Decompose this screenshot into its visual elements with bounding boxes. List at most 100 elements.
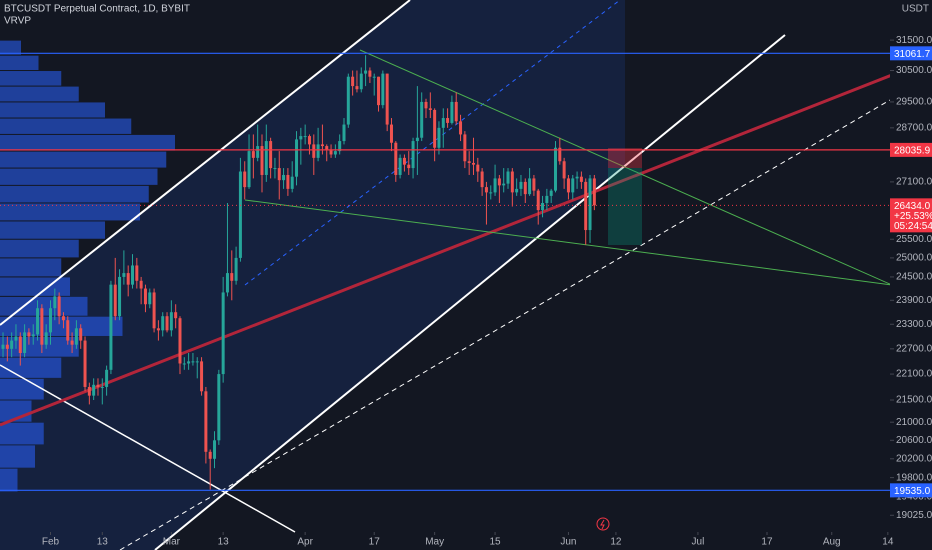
volume-bar: [0, 185, 149, 203]
candle-body: [131, 265, 135, 285]
candle-body: [450, 101, 454, 123]
candle-body: [118, 276, 122, 317]
candle-body: [553, 147, 557, 191]
price-axis: 31500.0 30500.0 29500.0 28700.0 27100.0 25500…: [890, 0, 932, 550]
volume-bar: [0, 258, 62, 277]
candle-body: [441, 118, 445, 128]
candle-body: [454, 101, 458, 122]
candle-body: [346, 76, 350, 125]
x-tick-label: 13: [218, 537, 230, 548]
candles: [1, 55, 596, 490]
candle-body: [307, 136, 311, 145]
candle-body: [562, 161, 566, 179]
y-tick-label: 20200.0: [896, 453, 932, 464]
candle-body: [489, 192, 493, 194]
descending-line: [0, 364, 296, 533]
candle-body: [44, 332, 48, 345]
candle-body: [83, 340, 87, 387]
candle-body: [152, 292, 156, 329]
candle-body: [221, 292, 225, 375]
event-icon[interactable]: [596, 517, 610, 531]
candle-body: [295, 139, 299, 177]
price-marker: [890, 483, 932, 498]
candle-body: [57, 296, 61, 317]
volume-bar: [0, 134, 175, 151]
candle-body: [204, 391, 208, 452]
volume-bar: [0, 316, 123, 336]
candle-body: [79, 328, 83, 341]
candle-body: [515, 188, 519, 193]
candle-body: [532, 178, 536, 191]
x-tick-label: 15: [490, 537, 502, 548]
candle-body: [148, 292, 152, 305]
candle-body: [579, 176, 583, 182]
candle-body: [592, 178, 596, 206]
candle-body: [126, 273, 130, 285]
channel-fill: [0, 0, 625, 550]
candle-body: [364, 70, 368, 74]
candle-body: [545, 195, 549, 203]
position-stop: [608, 148, 642, 168]
candle-body: [320, 144, 324, 147]
last-price-marker: [890, 198, 932, 233]
y-tick-label: 27100.0: [896, 177, 932, 188]
candle-body: [359, 73, 363, 90]
candle-body: [541, 202, 545, 211]
x-tick-label: Mar: [163, 537, 181, 548]
volume-bar: [0, 203, 140, 221]
price-marker-label: 28035.9: [894, 146, 931, 157]
candle-body: [480, 171, 484, 188]
candle-body: [122, 273, 126, 277]
last-price-label: 26434.0: [894, 201, 931, 212]
x-tick-label: 14: [882, 537, 894, 548]
y-tick-label: 22100.0: [896, 369, 932, 380]
candle-body: [329, 149, 333, 155]
candle-body: [398, 157, 402, 175]
volume-bar: [0, 221, 105, 239]
candle-body: [446, 118, 450, 123]
candle-body: [372, 76, 376, 78]
candle-body: [31, 334, 35, 337]
y-tick-label: 21000.0: [896, 417, 932, 428]
candle-body: [109, 284, 113, 370]
y-tick-label: 19800.0: [896, 472, 932, 483]
volume-bar: [0, 151, 167, 168]
candle-body: [92, 384, 96, 396]
candle-body: [571, 178, 575, 193]
y-tick-label: 23900.0: [896, 295, 932, 306]
candle-body: [312, 144, 316, 158]
candle-body: [428, 108, 432, 110]
candle-body: [27, 332, 31, 337]
candle-body: [165, 316, 169, 331]
candle-body: [66, 320, 70, 341]
event-bolt: [600, 519, 605, 530]
x-tick-label: Aug: [823, 537, 841, 548]
candle-body: [135, 265, 139, 281]
volume-bar: [0, 468, 18, 492]
candle-body: [70, 340, 74, 345]
candle-body: [299, 136, 303, 140]
candle-body: [325, 146, 329, 150]
candle-body: [415, 137, 419, 142]
candle-body: [437, 127, 441, 148]
candle-body: [368, 70, 372, 77]
candle-body: [213, 440, 217, 459]
mid-channel-line: [244, 0, 621, 286]
candle-body: [195, 361, 199, 363]
y-tick-label: 22700.0: [896, 343, 932, 354]
candle-body: [178, 318, 182, 364]
indicator-name: VRVP: [4, 16, 31, 27]
y-tick-label: 21500.0: [896, 395, 932, 406]
candle-body: [208, 451, 212, 459]
price-marker-label: 31061.7: [894, 49, 931, 60]
y-tick-label: 19025.0: [896, 510, 932, 521]
candle-body: [385, 73, 389, 125]
candle-body: [96, 384, 100, 387]
candle-body: [459, 121, 463, 135]
candle-body: [174, 312, 178, 319]
candle-body: [316, 144, 320, 158]
candle-body: [264, 141, 268, 175]
y-tick-label: 31500.0: [896, 35, 932, 46]
candle-body: [61, 316, 65, 321]
